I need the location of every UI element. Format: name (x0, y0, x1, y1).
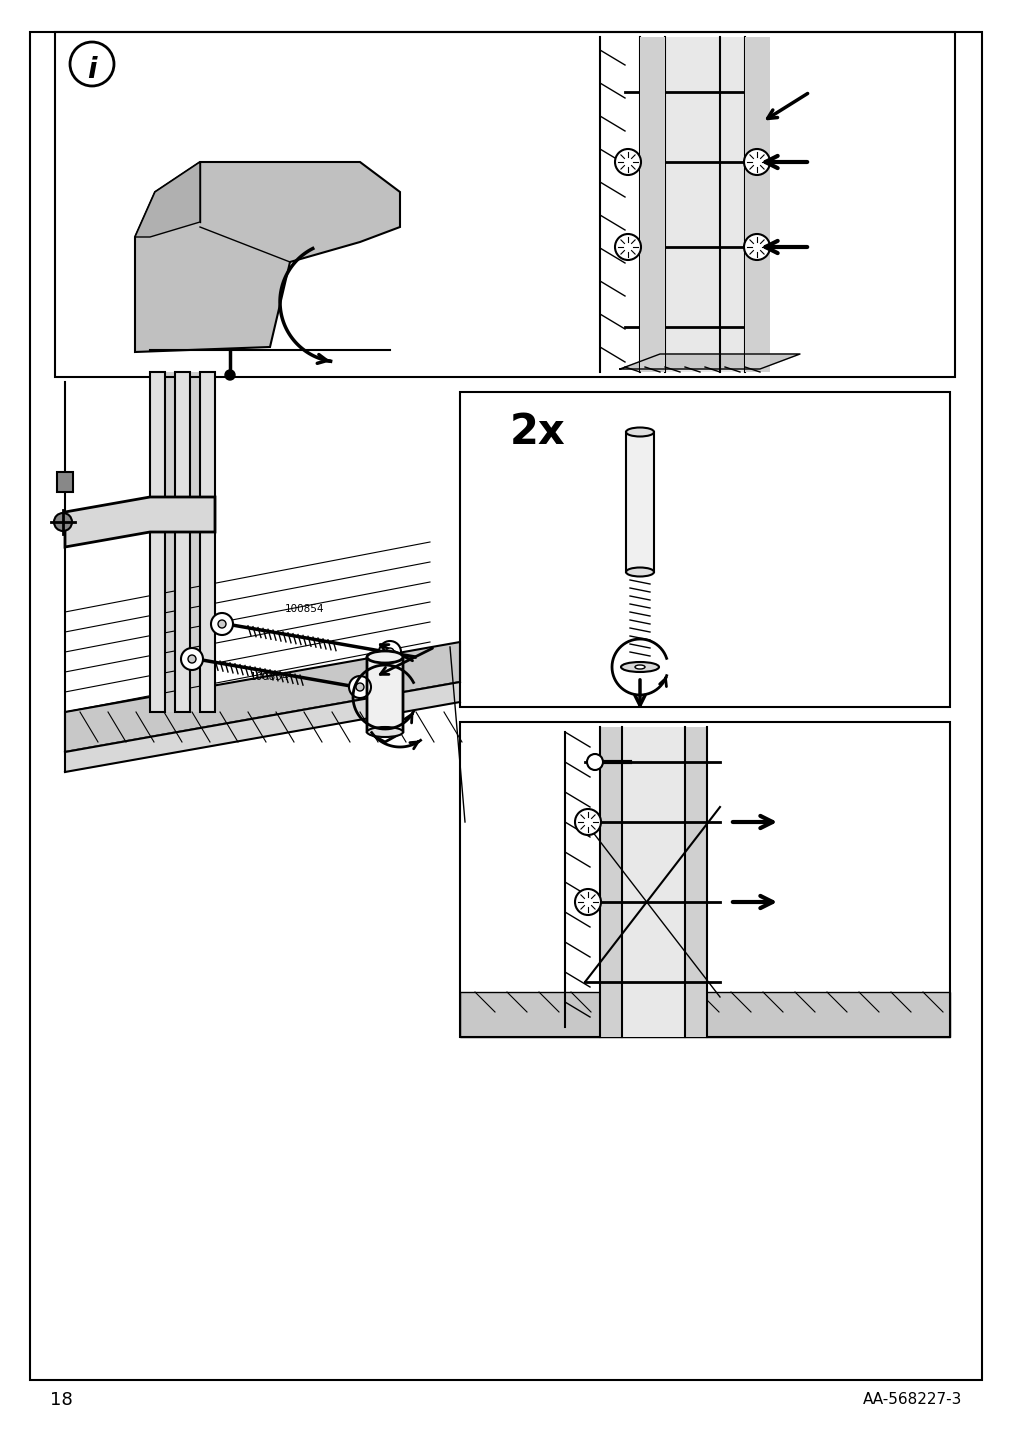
Text: AA-568227-3: AA-568227-3 (861, 1392, 961, 1408)
Bar (175, 372, 190, 712)
Circle shape (574, 809, 601, 835)
Circle shape (54, 513, 72, 531)
Bar (200, 372, 214, 712)
Circle shape (743, 233, 769, 261)
Polygon shape (460, 992, 949, 1037)
Bar (460, 392, 949, 707)
Polygon shape (134, 162, 200, 238)
Circle shape (70, 42, 114, 86)
Bar (600, 727, 707, 1037)
Text: 100854: 100854 (250, 672, 289, 682)
Text: 2x: 2x (510, 411, 565, 453)
Circle shape (349, 676, 371, 697)
Circle shape (224, 369, 235, 379)
Circle shape (586, 755, 603, 770)
Ellipse shape (621, 662, 658, 672)
Circle shape (217, 620, 225, 629)
Circle shape (379, 642, 400, 663)
Polygon shape (134, 162, 399, 352)
Bar (639, 37, 744, 372)
Ellipse shape (367, 652, 402, 663)
Bar (55, 32, 954, 377)
Bar (460, 722, 949, 1037)
Text: i: i (87, 56, 97, 84)
Bar (639, 37, 664, 372)
Circle shape (210, 613, 233, 634)
Text: 100854: 100854 (285, 604, 325, 614)
Bar (744, 37, 769, 372)
Circle shape (188, 654, 196, 663)
Bar (57, 473, 73, 493)
Polygon shape (65, 642, 460, 752)
Bar (684, 727, 707, 1037)
Circle shape (181, 649, 203, 670)
Circle shape (356, 683, 364, 692)
Ellipse shape (634, 664, 644, 669)
Polygon shape (65, 497, 214, 547)
Bar (165, 372, 214, 712)
Circle shape (743, 149, 769, 175)
Ellipse shape (626, 567, 653, 577)
Circle shape (385, 649, 393, 656)
Ellipse shape (626, 428, 653, 437)
Ellipse shape (367, 727, 402, 737)
Circle shape (615, 233, 640, 261)
Polygon shape (367, 657, 402, 732)
Circle shape (615, 149, 640, 175)
Bar (626, 432, 653, 571)
Bar (150, 372, 165, 712)
Text: 18: 18 (50, 1390, 73, 1409)
Polygon shape (620, 354, 800, 369)
Circle shape (574, 889, 601, 915)
Bar (600, 727, 622, 1037)
Polygon shape (65, 682, 460, 772)
